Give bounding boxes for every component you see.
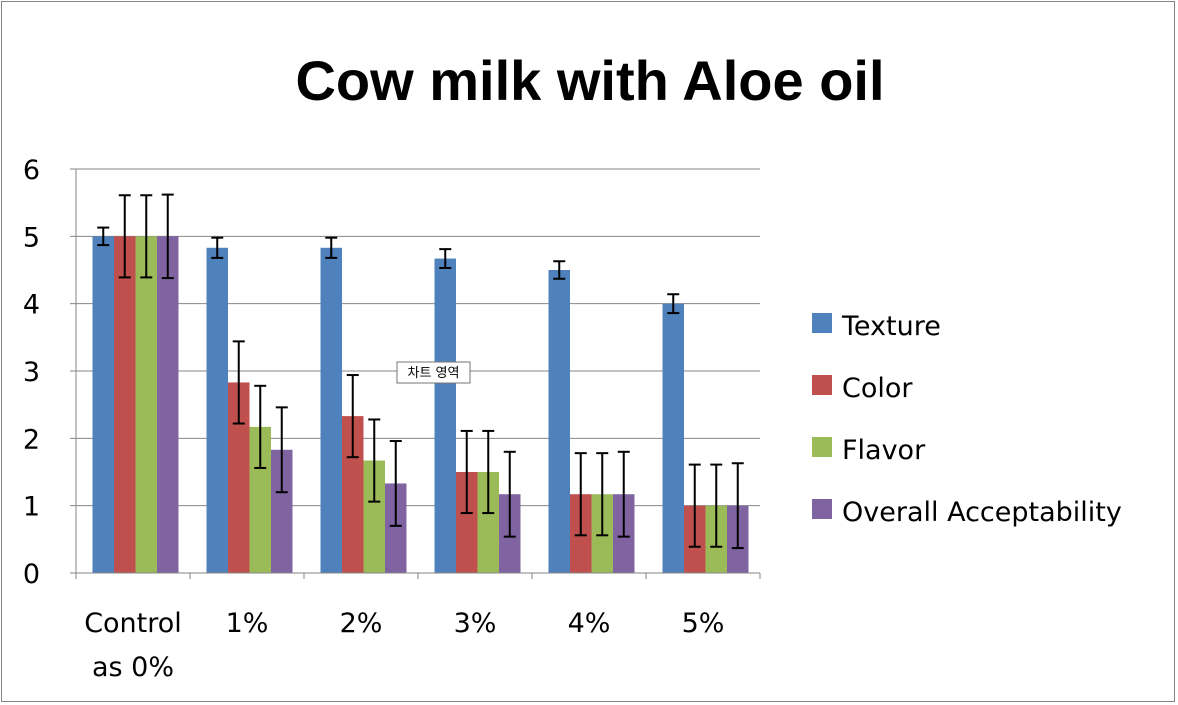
error-bar [346, 374, 359, 459]
tooltip-box [396, 361, 471, 384]
bar-flavor[interactable] [477, 472, 500, 573]
bar-color[interactable] [456, 472, 478, 573]
error-bar [460, 429, 473, 515]
error-bar [731, 462, 744, 550]
x-tick-label: 1% [226, 608, 269, 639]
bar-overall-acceptability[interactable] [385, 483, 407, 573]
legend-item-color[interactable]: Color [812, 373, 913, 404]
error-bar [368, 418, 381, 503]
legend-swatch [812, 499, 832, 519]
plot-area[interactable] [92, 193, 749, 574]
bar-flavor[interactable] [363, 460, 386, 573]
legend-label: Color [842, 373, 913, 404]
error-bar [211, 236, 224, 259]
legend-item-texture[interactable]: Texture [812, 311, 941, 342]
error-bar [275, 406, 288, 494]
legend-swatch [812, 437, 832, 457]
x-tick-label: 4% [568, 608, 611, 639]
error-bar [553, 260, 566, 280]
error-bar [325, 236, 338, 259]
chart-area-tooltip: 차트 영역 [396, 361, 471, 384]
x-tick-label: Control [84, 608, 182, 639]
y-tick-label: 6 [23, 155, 40, 186]
legend-swatch [812, 375, 832, 395]
y-tick-label: 3 [23, 357, 40, 388]
legend-item-flavor[interactable]: Flavor [812, 435, 926, 466]
error-bar [118, 194, 131, 279]
error-bar [140, 194, 153, 279]
y-tick-label: 2 [23, 424, 40, 455]
bar-color[interactable] [228, 382, 250, 573]
bar-flavor[interactable] [135, 236, 158, 574]
error-bar [617, 450, 630, 538]
legend-label: Texture [841, 311, 941, 342]
y-tick-label: 4 [23, 290, 40, 321]
bar-texture[interactable] [434, 258, 457, 573]
error-bar [439, 248, 452, 269]
legend-label: Flavor [842, 435, 926, 466]
axes: 0 1 2 3 4 5 6 Control as 0% 1% 2% 3% 4% 5% [23, 155, 761, 683]
bar-texture[interactable] [92, 236, 115, 574]
error-bar [688, 463, 701, 548]
error-bar [667, 293, 680, 315]
error-bar [232, 340, 245, 425]
legend-label: Overall Acceptability [842, 497, 1122, 528]
bar-overall-acceptability[interactable] [157, 236, 179, 574]
bar-texture[interactable] [548, 270, 571, 573]
error-bar [596, 452, 609, 537]
chart-title: Cow milk with Aloe oil [295, 49, 884, 112]
x-tick-label: 2% [340, 608, 383, 639]
legend-swatch [812, 313, 832, 333]
error-bar [97, 226, 110, 247]
error-bar [161, 193, 174, 280]
error-bar [254, 384, 267, 469]
error-bar [574, 452, 587, 537]
bar-color[interactable] [114, 236, 136, 574]
bar-texture[interactable] [320, 247, 343, 573]
bar-overall-acceptability[interactable] [271, 449, 293, 573]
error-bar [710, 463, 723, 548]
x-tick-label: 5% [682, 608, 725, 639]
bar-flavor[interactable] [249, 426, 272, 573]
legend-item-overall-acceptability[interactable]: Overall Acceptability [812, 497, 1122, 528]
error-bar [389, 440, 402, 527]
legend[interactable]: Texture Color Flavor Overall Acceptability [812, 311, 1122, 528]
x-tick-label: as 0% [92, 652, 174, 683]
y-tick-label: 5 [23, 222, 40, 253]
x-tick-label: 3% [454, 608, 497, 639]
bar-texture[interactable] [206, 247, 229, 573]
tooltip-label: 차트 영역 [408, 366, 460, 381]
error-bar [503, 450, 516, 538]
error-bar [482, 429, 495, 515]
gridlines [76, 168, 760, 507]
bar-color[interactable] [342, 416, 364, 573]
y-tick-label: 1 [23, 492, 40, 523]
y-tick-label: 0 [23, 559, 40, 590]
bar-texture[interactable] [662, 303, 685, 573]
